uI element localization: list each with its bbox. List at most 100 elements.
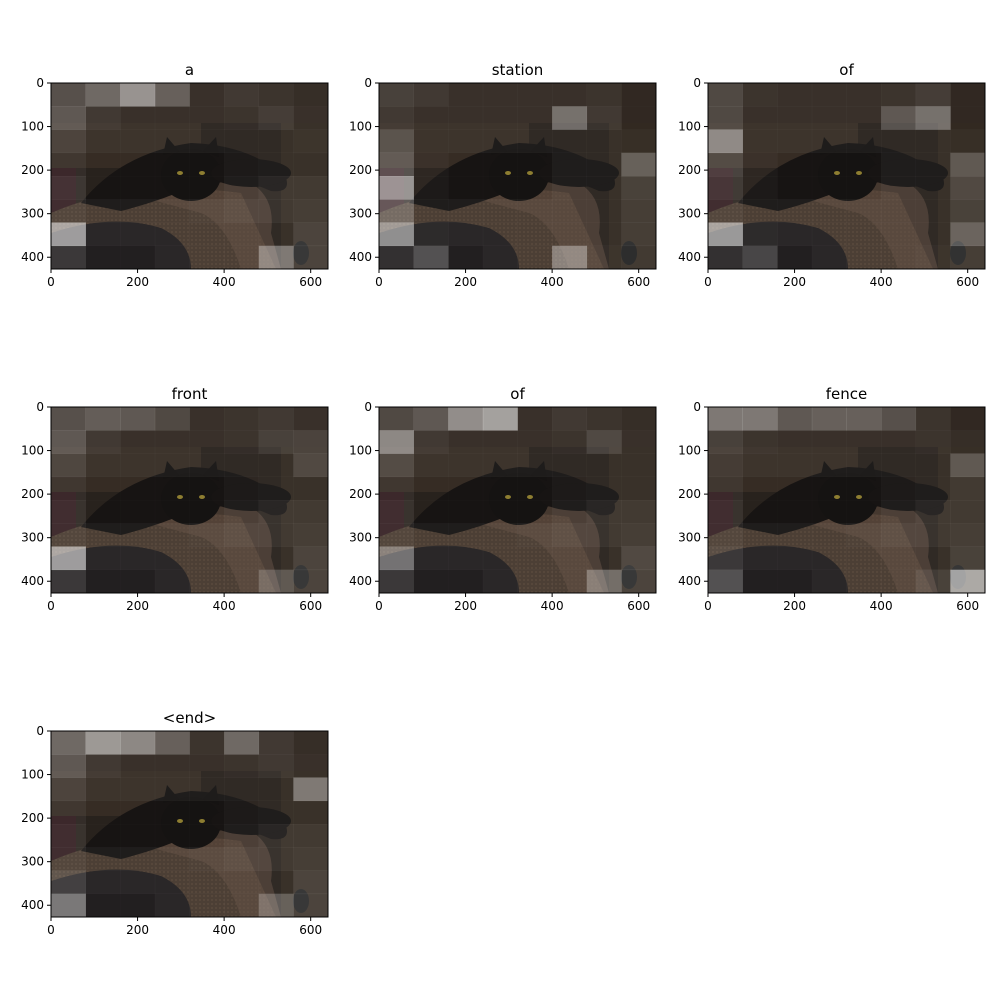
attention-cell: [120, 106, 156, 130]
attention-cell: [482, 407, 518, 431]
attention-cell: [846, 546, 882, 571]
attention-cell: [448, 246, 483, 270]
attention-cell: [224, 800, 260, 825]
attention-cell: [448, 500, 483, 524]
attention-cell: [811, 199, 847, 223]
attention-cell: [293, 847, 329, 871]
attention-cell: [777, 153, 812, 177]
attention-cell: [517, 245, 553, 270]
attention-cell: [552, 569, 588, 594]
attention-cell: [224, 500, 260, 524]
attention-cell: [742, 152, 778, 177]
attention-cell: [224, 430, 260, 454]
attention-cell: [950, 430, 986, 454]
attention-cell: [482, 129, 518, 154]
attention-cell: [621, 430, 657, 454]
x-tick-label: 600: [956, 275, 979, 289]
attention-cell: [448, 546, 484, 571]
attention-cell: [224, 546, 260, 571]
attention-cell: [154, 847, 190, 871]
y-tick-label: 200: [678, 163, 701, 177]
attention-panel: of 0 200 400 600 0 100 200 300 400: [678, 61, 986, 289]
attention-cell: [120, 777, 156, 802]
y-tick-label: 400: [349, 574, 372, 588]
x-tick-label: 400: [870, 599, 893, 613]
attention-cell: [154, 893, 190, 918]
x-tick-label: 0: [47, 923, 55, 937]
y-tick-label: 200: [349, 163, 372, 177]
attention-cell: [155, 153, 190, 177]
x-tick-label: 600: [299, 275, 322, 289]
attention-cell: [743, 570, 778, 594]
attention-cell: [483, 500, 518, 524]
axes-frame: [378, 406, 657, 594]
attention-cell: [777, 570, 812, 594]
attention-cell: [258, 870, 294, 895]
attention-cell: [51, 476, 86, 501]
axes-frame: [707, 82, 986, 270]
attention-cell: [846, 523, 882, 547]
y-tick-label: 0: [693, 76, 701, 90]
attention-cell: [51, 129, 86, 154]
attention-cell: [189, 199, 225, 223]
attention-cell: [379, 176, 414, 200]
attention-cell: [448, 477, 483, 501]
attention-cell: [120, 199, 156, 223]
attention-cell: [742, 430, 778, 454]
attention-cell: [120, 407, 156, 431]
attention-cell: [847, 500, 882, 524]
attention-cell: [154, 569, 190, 594]
attention-cell: [517, 569, 553, 594]
attention-cell: [708, 152, 743, 177]
x-tick-label: 200: [126, 275, 149, 289]
attention-cell: [120, 129, 156, 154]
attention-cell: [586, 453, 622, 478]
attention-cell: [881, 523, 917, 547]
attention-cell: [85, 523, 121, 547]
attention-cell: [950, 476, 986, 501]
attention-cell: [86, 153, 121, 177]
attention-cell: [224, 407, 260, 431]
attention-cell: [379, 129, 414, 154]
attention-cell: [950, 199, 986, 223]
attention-cell: [552, 453, 588, 478]
x-tick-label: 400: [213, 275, 236, 289]
attention-cell: [846, 106, 882, 130]
y-tick-label: 0: [693, 400, 701, 414]
attention-panel: station 0 200 400 600 0 100 200 300 400: [349, 61, 657, 289]
x-tick-label: 600: [627, 275, 650, 289]
x-tick-label: 600: [956, 599, 979, 613]
attention-cell: [950, 222, 986, 247]
attention-cell: [846, 245, 882, 270]
attention-cell: [881, 106, 917, 130]
attention-cell: [51, 893, 86, 918]
attention-cell: [154, 83, 190, 107]
attention-cell: [258, 83, 294, 107]
attention-cell: [120, 731, 156, 755]
attention-cell: [812, 176, 847, 200]
attention-cell: [586, 222, 622, 247]
attention-cell: [777, 500, 812, 524]
y-tick-label: 400: [349, 250, 372, 264]
attention-cell: [812, 500, 847, 524]
attention-cell: [155, 500, 190, 524]
attention-cell: [224, 847, 260, 871]
attention-cell: [482, 199, 518, 223]
attention-cell: [742, 83, 778, 107]
y-tick-label: 100: [21, 768, 44, 782]
x-tick-label: 400: [870, 275, 893, 289]
attention-cell: [811, 430, 847, 454]
attention-cell: [846, 430, 882, 454]
x-tick-label: 0: [47, 275, 55, 289]
x-tick-label: 0: [47, 599, 55, 613]
attention-cell: [86, 246, 121, 270]
attention-cell: [120, 824, 155, 848]
attention-cell: [414, 500, 449, 524]
attention-cell: [915, 569, 951, 594]
attention-cell: [154, 754, 190, 778]
attention-cell: [258, 430, 294, 454]
attention-cell: [881, 245, 917, 270]
attention-cell: [881, 129, 917, 154]
y-tick-label: 300: [21, 855, 44, 869]
attention-cell: [811, 407, 847, 431]
